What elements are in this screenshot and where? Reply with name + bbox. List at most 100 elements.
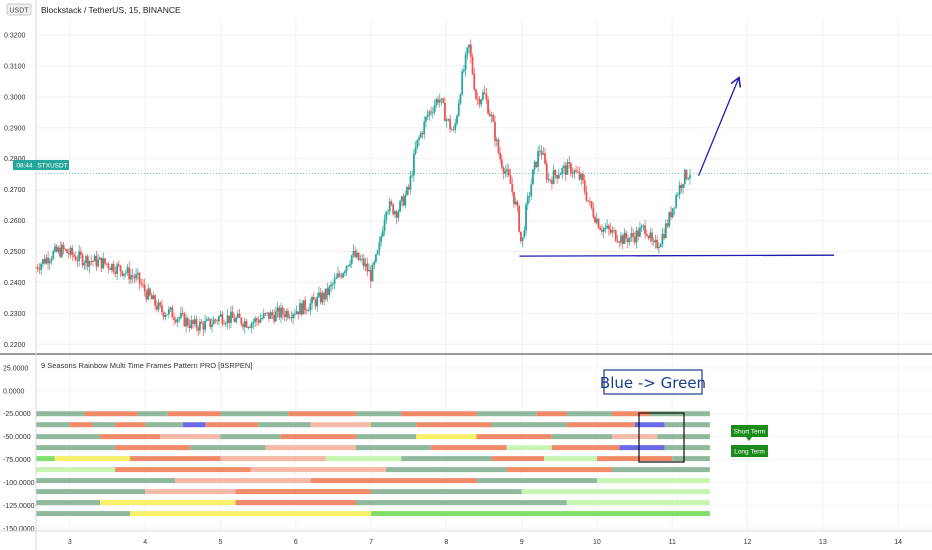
candle-body xyxy=(478,98,481,105)
candle-body xyxy=(557,175,560,179)
band-segment xyxy=(250,467,387,473)
candle-body xyxy=(406,187,408,196)
candle-body xyxy=(287,310,289,318)
x-tick: 4 xyxy=(143,539,147,546)
candle-body xyxy=(66,249,68,254)
band-segment xyxy=(506,445,552,451)
candle-body xyxy=(689,175,691,179)
candle-body xyxy=(281,307,284,315)
band-segment xyxy=(36,489,146,495)
candle-body xyxy=(540,150,543,155)
candle-body xyxy=(419,132,422,138)
price-symbol: STXUSDT xyxy=(37,163,67,170)
candle-body xyxy=(647,235,650,239)
band-segment xyxy=(220,411,289,417)
band-segment xyxy=(596,478,710,484)
currency-badge[interactable] xyxy=(6,3,32,16)
candle-body xyxy=(364,263,367,267)
candle-body xyxy=(323,292,326,300)
price-y-tick: 0.2400 xyxy=(4,280,26,287)
candle-body xyxy=(164,315,167,317)
band-segment xyxy=(356,445,432,451)
candle-body xyxy=(161,305,163,312)
band-segment xyxy=(544,456,597,462)
band-segment xyxy=(476,411,537,417)
candle-body xyxy=(435,99,438,106)
candle-body xyxy=(518,205,521,232)
candle-body xyxy=(437,99,439,103)
band-segment xyxy=(160,434,221,440)
candle-body xyxy=(464,54,467,70)
candle-body xyxy=(442,98,445,103)
candle-body xyxy=(400,196,403,201)
blue-green-note-box[interactable] xyxy=(603,369,703,395)
candle-body xyxy=(200,321,203,324)
candle-body xyxy=(128,267,131,280)
band-segment xyxy=(115,422,146,428)
indicator-y-tick: -100.0000 xyxy=(3,480,35,487)
band-segment xyxy=(566,411,612,417)
band-segment xyxy=(115,467,251,473)
price-time: 08:44 xyxy=(16,163,33,170)
short-term-label-box[interactable] xyxy=(731,425,768,437)
candle-body xyxy=(602,228,605,232)
x-tick: 5 xyxy=(219,539,223,546)
candle-body xyxy=(126,267,129,273)
annotations xyxy=(519,79,835,257)
candle-body xyxy=(193,319,196,324)
support-line xyxy=(519,254,835,257)
candle-body xyxy=(383,219,386,232)
candle-body xyxy=(64,249,67,250)
band-segment xyxy=(258,422,311,428)
candle-body xyxy=(500,159,503,168)
candle-body xyxy=(445,119,448,122)
band-segment xyxy=(612,411,650,417)
candle-body xyxy=(280,307,282,318)
candle-body xyxy=(509,175,512,184)
candle-body xyxy=(316,296,319,307)
highlight-box[interactable] xyxy=(638,412,685,463)
candle-body xyxy=(456,115,458,124)
candle-body xyxy=(425,117,427,122)
candle-body xyxy=(666,223,669,227)
candle-body xyxy=(545,163,548,180)
candle-body xyxy=(480,99,483,105)
band-segment xyxy=(190,445,266,451)
candle-body xyxy=(190,320,193,328)
candle-body xyxy=(416,139,419,148)
band-segment xyxy=(36,456,55,462)
candle-body xyxy=(79,251,82,255)
candle-body xyxy=(155,305,158,310)
long-term-label-box[interactable] xyxy=(731,445,768,457)
candle-body xyxy=(411,175,414,177)
candle-body xyxy=(295,311,298,315)
band-segment xyxy=(115,445,191,451)
candle-body xyxy=(318,292,320,297)
band-segment xyxy=(536,411,567,417)
candle-body xyxy=(192,320,194,324)
candle-body xyxy=(523,230,526,238)
band-segment xyxy=(36,411,85,417)
band-segment xyxy=(288,411,356,417)
candle-body xyxy=(337,273,339,278)
candle-body xyxy=(471,56,474,74)
candle-body xyxy=(521,237,524,242)
candle-body xyxy=(554,170,557,175)
candle-body xyxy=(639,227,641,237)
candle-body xyxy=(407,187,410,190)
candle-body xyxy=(409,176,412,190)
candle-body xyxy=(197,327,200,331)
candle-body xyxy=(148,288,151,296)
price-y-tick: 0.2800 xyxy=(4,156,26,163)
candle-body xyxy=(571,173,574,175)
candle-body xyxy=(507,169,510,176)
candle-body xyxy=(314,299,317,307)
candle-body xyxy=(658,247,660,249)
candle-body xyxy=(649,232,652,239)
band-segment xyxy=(521,489,710,495)
x-tick: 8 xyxy=(444,539,448,546)
candle-body xyxy=(236,313,239,318)
candle-body xyxy=(186,318,189,326)
candle-body xyxy=(640,226,643,228)
candle-body xyxy=(117,264,120,266)
